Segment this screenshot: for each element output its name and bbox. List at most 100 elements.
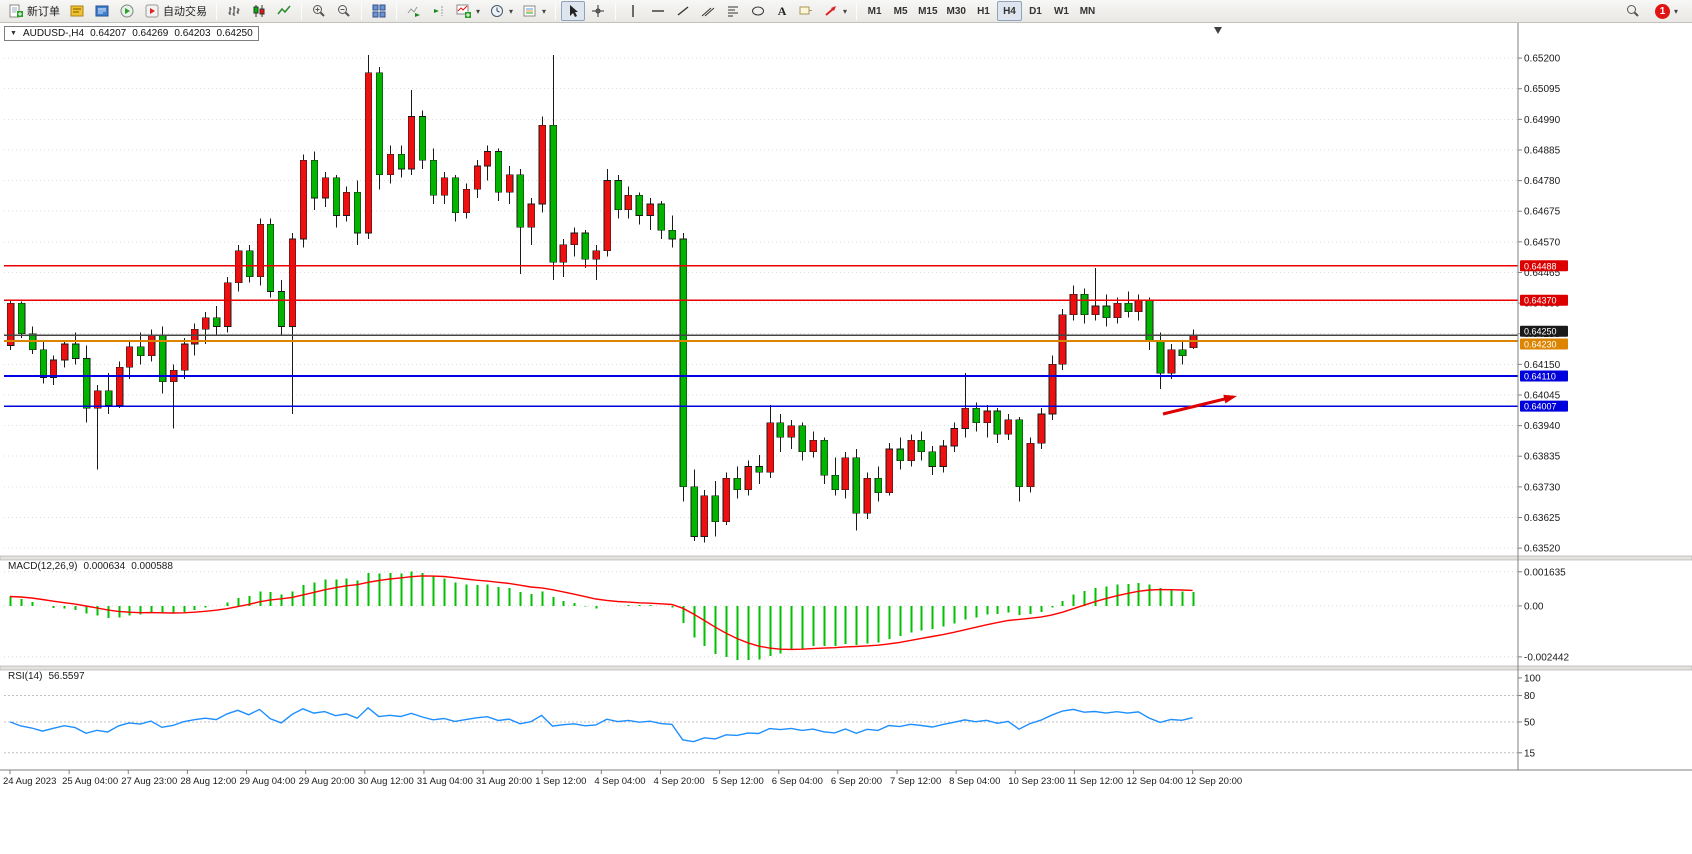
symbol-title: AUDUSD-,H4 [22,28,85,39]
svg-text:0.65095: 0.65095 [1524,84,1561,95]
svg-text:30 Aug 12:00: 30 Aug 12:00 [358,776,414,787]
macd-signal-line [9,575,1193,651]
timeframe-button-mn[interactable]: MN [1075,1,1100,21]
autotrading-button[interactable]: 自动交易 [140,1,211,21]
channel-button[interactable] [696,1,720,21]
horizontal-line-button[interactable] [646,1,670,21]
terminal-button[interactable] [90,1,114,21]
price-badge [1520,325,1568,337]
crosshair-button[interactable] [586,1,610,21]
chart-plot-area[interactable] [0,23,1692,854]
quick-trade-toggle[interactable]: ▼ [10,30,17,37]
indicators-button[interactable]: ▾ [452,1,484,21]
trendline-icon [677,6,689,16]
search-button[interactable] [1621,1,1645,21]
pane-separator[interactable] [0,555,1692,561]
trendline-button[interactable] [671,1,695,21]
indicators-icon [456,4,471,18]
toolbar-separator [301,2,302,20]
shapes-button[interactable] [746,1,770,21]
text-button[interactable]: A [771,1,793,21]
candlestick-chart-button[interactable] [247,1,271,21]
templates-button[interactable]: ▾ [518,1,550,21]
quote-close: 0.64250 [216,28,253,39]
svg-text:0.64370: 0.64370 [1524,296,1557,306]
svg-text:27 Aug 23:00: 27 Aug 23:00 [121,776,177,787]
periods-button[interactable]: ▾ [485,1,517,21]
zoom-in-icon [313,5,325,17]
toolbar-separator [615,2,617,20]
timeframe-button-h4[interactable]: H4 [996,1,1022,21]
svg-text:6 Sep 20:00: 6 Sep 20:00 [831,776,882,787]
quote-open: 0.64207 [90,28,127,39]
svg-text:0.64045: 0.64045 [1524,390,1561,401]
price-axis[interactable]: 0.65200 0.65095 0.64990 0.64885 0.64780 0.646… [1517,23,1569,770]
zoom-in-button[interactable] [307,1,331,21]
svg-text:29 Aug 04:00: 29 Aug 04:00 [240,776,296,787]
timeframe-button-h1[interactable]: H1 [971,1,996,21]
svg-text:0.64488: 0.64488 [1524,261,1557,271]
horizontal-lines[interactable] [4,265,1518,407]
timeframe-button-w1[interactable]: W1 [1049,1,1074,21]
price-badge [1520,370,1568,382]
macd-histogram [9,571,1195,660]
svg-text:0.001635: 0.001635 [1524,567,1566,578]
timeframe-button-m30[interactable]: M30 [943,1,970,21]
fibonacci-button[interactable] [721,1,745,21]
chevron-down-icon: ▾ [509,6,514,16]
price-badge [1520,260,1568,272]
timeframe-button-d1[interactable]: D1 [1023,1,1048,21]
macd-label: MACD(12,26,9) 0.000634 0.000588 [8,561,173,572]
price-badge [1520,338,1568,350]
rsi-label: RSI(14) 56.5597 [8,671,85,682]
line-chart-icon [277,5,291,15]
autoscroll-icon [407,6,420,17]
svg-text:29 Aug 20:00: 29 Aug 20:00 [299,776,355,787]
vertical-line-button[interactable] [621,1,645,21]
strategy-tester-button[interactable] [115,1,139,21]
vertical-line-icon [632,5,634,17]
text-label-button[interactable] [794,1,818,21]
pane-separator[interactable] [0,665,1692,671]
chart-shift-icon [434,6,443,16]
macd-signal-value: 0.000588 [131,561,173,572]
chart-shift-button[interactable] [427,1,451,21]
arrow-objects-button[interactable]: ▾ [819,1,851,21]
timeframe-button-m15[interactable]: M15 [914,1,941,21]
svg-text:100: 100 [1524,673,1541,684]
new-order-button[interactable]: 新订单 [4,1,64,21]
metaeditor-button[interactable] [65,1,89,21]
svg-text:0.64007: 0.64007 [1524,402,1557,412]
svg-text:50: 50 [1524,717,1536,728]
svg-text:80: 80 [1524,691,1536,702]
price-grid [4,57,1518,549]
svg-text:0.00: 0.00 [1524,601,1544,612]
rsi-value: 56.5597 [48,671,85,682]
bar-chart-button[interactable] [222,1,246,21]
svg-text:24 Aug 2023: 24 Aug 2023 [3,776,56,787]
timeframe-button-m1[interactable]: M1 [862,1,887,21]
notifications-button[interactable]: 1 ▾ [1651,1,1682,21]
trend-arrow-annotation[interactable] [1162,394,1237,416]
svg-text:10 Sep 23:00: 10 Sep 23:00 [1008,776,1065,787]
autoscroll-button[interactable] [402,1,426,21]
metaeditor-icon [70,5,84,17]
cursor-button[interactable] [561,1,586,21]
line-chart-button[interactable] [272,1,296,21]
svg-text:0.64250: 0.64250 [1524,327,1557,337]
toolbar-right-group: 1 ▾ [1621,1,1688,21]
zoom-out-button[interactable] [332,1,356,21]
timeframe-button-m5[interactable]: M5 [888,1,913,21]
bar-chart-icon [228,6,240,16]
svg-text:4 Sep 04:00: 4 Sep 04:00 [594,776,645,787]
toolbar-separator [216,2,217,20]
chart-shift-marker[interactable] [1214,27,1222,34]
crosshair-icon [592,5,605,17]
tile-windows-button[interactable] [367,1,391,21]
svg-text:0.64230: 0.64230 [1524,340,1557,350]
time-axis[interactable]: 24 Aug 2023 25 Aug 04:00 27 Aug 23:00 28 Au… [0,769,1692,787]
toolbar-separator [396,2,397,20]
svg-text:0.64885: 0.64885 [1524,145,1561,156]
